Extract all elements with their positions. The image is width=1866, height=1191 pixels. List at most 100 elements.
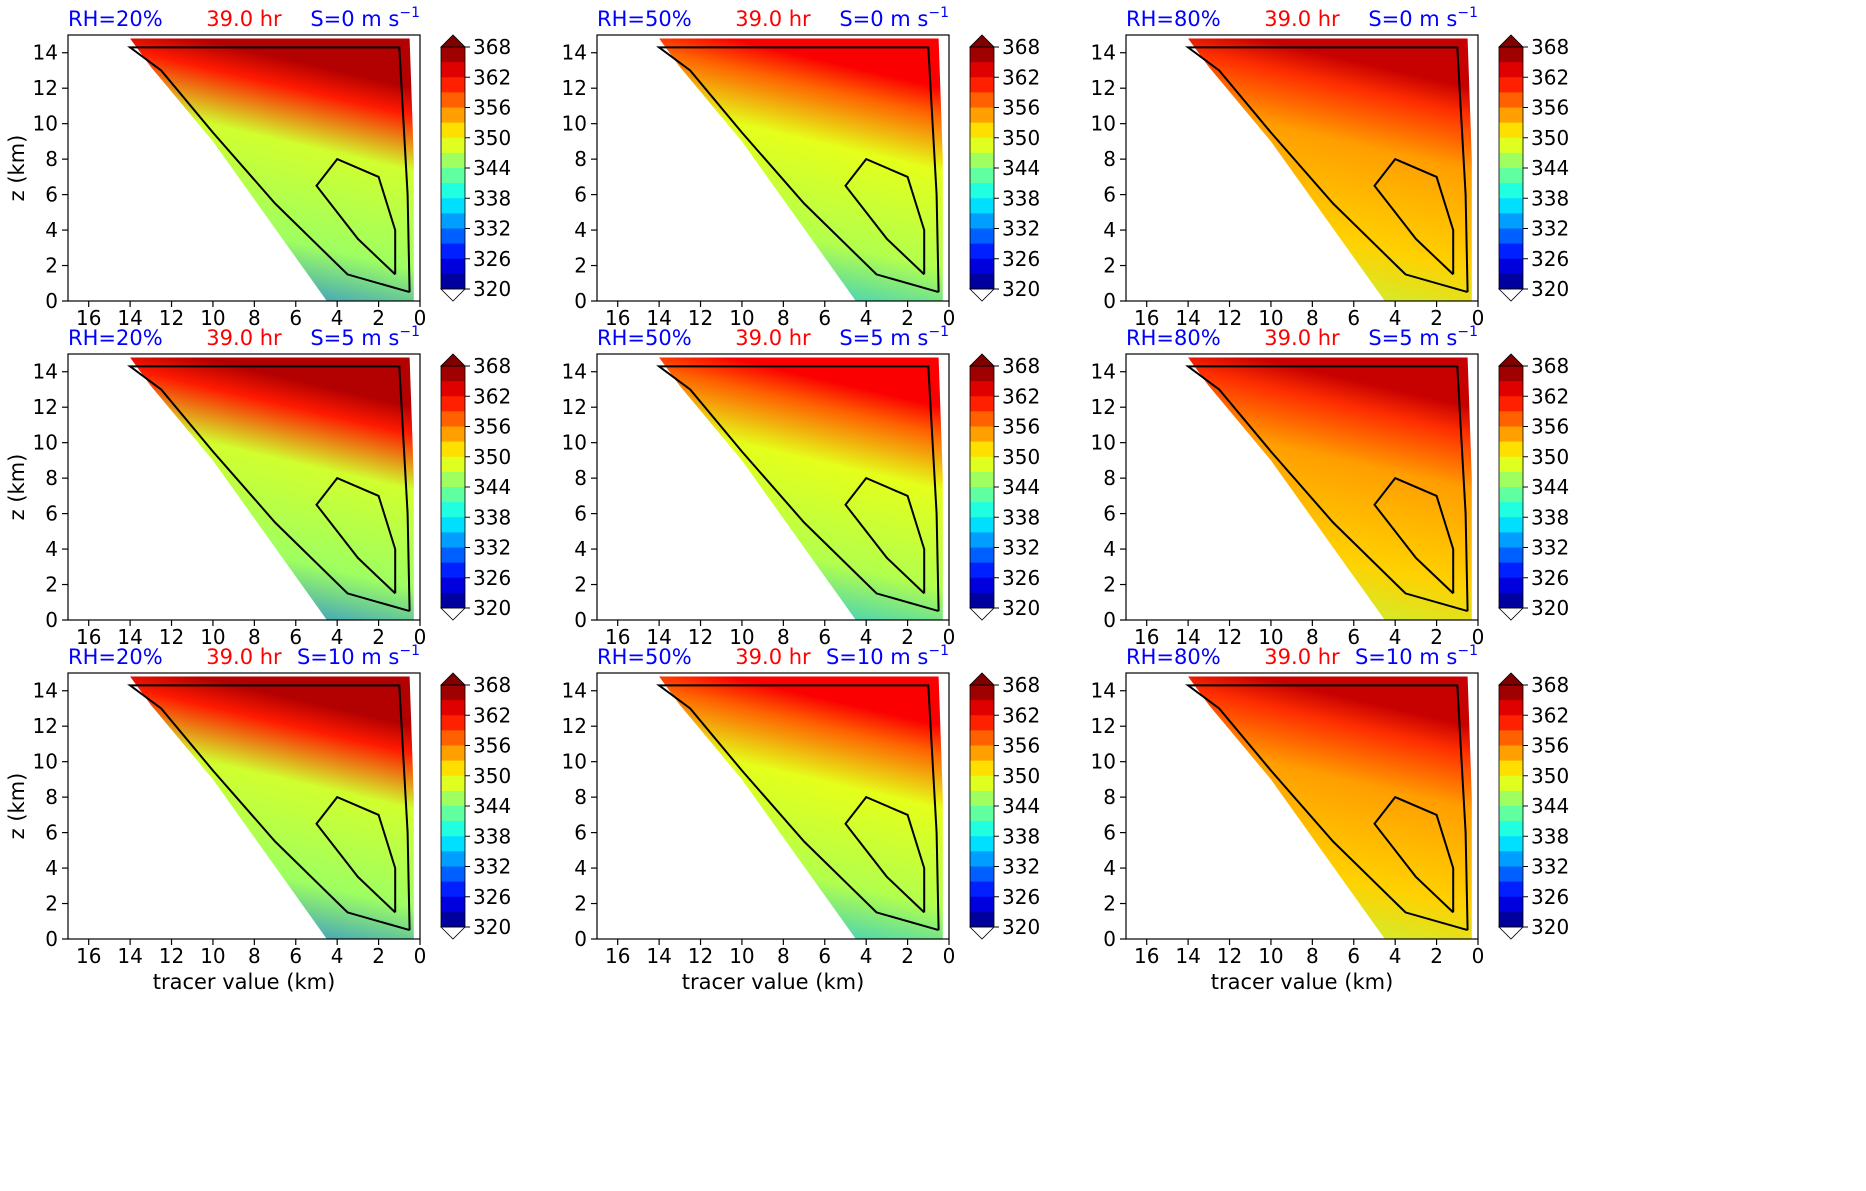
colorbar-segment	[441, 685, 465, 701]
colorbar-tick-label: 344	[473, 156, 511, 180]
x-tick-label: 12	[159, 625, 184, 649]
x-tick-label: 12	[1217, 944, 1242, 968]
colorbar-tick-label: 356	[1002, 734, 1040, 758]
colorbar-extend-min	[440, 607, 466, 621]
colorbar-segment	[1499, 137, 1523, 154]
colorbar-tick-label: 320	[1531, 915, 1569, 939]
colorbar-extend-max	[969, 353, 995, 367]
colorbar-extend-min	[440, 926, 466, 940]
x-tick-label: 16	[76, 306, 101, 330]
colorbar-segment	[441, 258, 465, 275]
colorbar-tick-label: 362	[473, 65, 511, 89]
x-tick-label: 8	[777, 625, 790, 649]
colorbar-tick-label: 338	[473, 186, 511, 210]
colorbar-extend-min	[969, 926, 995, 940]
colorbar-tick-label: 338	[1531, 505, 1569, 529]
colorbar-segment	[1499, 92, 1523, 108]
colorbar-tick-label: 338	[473, 505, 511, 529]
x-tick-label: 4	[331, 944, 344, 968]
x-tick-label: 2	[372, 306, 385, 330]
shear-label: S=5 m s−1	[1368, 324, 1478, 350]
colorbar-segment	[1499, 517, 1523, 533]
shear-label-exponent: −1	[399, 5, 420, 21]
y-tick-label: 8	[1103, 785, 1116, 809]
shear-label: S=10 m s−1	[1355, 643, 1478, 669]
colorbar-extend-max	[969, 34, 995, 48]
contour-line	[1185, 684, 1469, 932]
colorbar-segment	[970, 92, 994, 108]
colorbar-segment	[970, 107, 994, 124]
colorbar-tick-label: 326	[1531, 885, 1569, 909]
time-label: 39.0 hr	[1264, 7, 1340, 31]
y-tick-label: 2	[1103, 892, 1116, 916]
colorbar-tick-label: 362	[473, 703, 511, 727]
time-label: 39.0 hr	[1264, 645, 1340, 669]
colorbar-tick-label: 332	[1002, 855, 1040, 879]
colorbar-segment	[441, 821, 465, 837]
x-tick-label: 0	[414, 306, 427, 330]
colorbar-segment	[1499, 700, 1523, 716]
x-tick-label: 0	[943, 944, 956, 968]
rh-label: RH=80%	[1126, 326, 1221, 350]
contour-line	[315, 476, 397, 595]
y-tick-label: 12	[562, 76, 587, 100]
colorbar-segment	[1499, 547, 1523, 564]
colorbar-tick-label: 320	[1002, 596, 1040, 620]
filled-contour-field	[659, 357, 943, 620]
colorbar-tick-label: 368	[1002, 673, 1040, 697]
y-tick-label: 10	[33, 750, 58, 774]
colorbar-tick-label: 362	[1002, 703, 1040, 727]
colorbar-tick-label: 368	[473, 35, 511, 59]
colorbar-tick-label: 356	[1002, 96, 1040, 120]
colorbar-segment	[970, 700, 994, 716]
colorbar-segment	[970, 213, 994, 229]
colorbar-segment	[441, 851, 465, 867]
subplot: 16 14 12 10 8 6 4 2 0 0 2 4 6 8 10 12 14 RH=80% 39.0 hr S=0…	[1091, 5, 1485, 330]
y-tick-label: 14	[1091, 41, 1116, 65]
filled-contour-field	[130, 38, 414, 301]
x-tick-label: 6	[1347, 306, 1360, 330]
x-tick-label: 8	[1306, 625, 1319, 649]
plot-frame	[1125, 672, 1479, 940]
colorbar-segment	[441, 366, 465, 382]
colorbar-extend-max	[1498, 672, 1524, 686]
y-tick-label: 8	[1103, 466, 1116, 490]
colorbar-segment	[441, 411, 465, 427]
colorbar-segment	[1499, 685, 1523, 701]
colorbar-segment	[970, 471, 994, 488]
y-tick-label: 12	[1091, 714, 1116, 738]
colorbar-segment	[1499, 426, 1523, 443]
colorbar-segment	[1499, 836, 1523, 852]
contour-line	[656, 46, 940, 294]
colorbar-extend-min	[440, 288, 466, 302]
colorbar-tick-label: 326	[473, 247, 511, 271]
plot-frame	[67, 34, 421, 302]
colorbar-tick-label: 344	[473, 794, 511, 818]
colorbar-extend-min	[1498, 926, 1524, 940]
plot-frame	[596, 353, 950, 621]
colorbar: 368 362 356 350 344 338 332 326 320	[440, 672, 511, 940]
colorbar: 368 362 356 350 344 338 332 326 320	[440, 353, 511, 621]
shear-label-exponent: −1	[1457, 643, 1478, 659]
contour-line	[1185, 365, 1469, 613]
y-tick-label: 12	[33, 395, 58, 419]
colorbar-segment	[441, 775, 465, 792]
colorbar-segment	[970, 137, 994, 154]
rh-label: RH=80%	[1126, 645, 1221, 669]
y-tick-label: 14	[1091, 360, 1116, 384]
colorbar-extend-max	[1498, 353, 1524, 367]
colorbar-tick-label: 368	[1531, 35, 1569, 59]
y-tick-label: 2	[574, 254, 587, 278]
colorbar-segment	[970, 911, 994, 928]
colorbar-segment	[970, 183, 994, 199]
x-tick-label: 10	[729, 944, 754, 968]
colorbar-segment	[1499, 62, 1523, 78]
colorbar-segment	[441, 577, 465, 594]
colorbar-segment	[1499, 896, 1523, 913]
y-tick-label: 0	[574, 289, 587, 313]
x-tick-label: 2	[1430, 625, 1443, 649]
colorbar-tick-label: 326	[1002, 885, 1040, 909]
y-tick-label: 6	[45, 502, 58, 526]
y-tick-label: 10	[1091, 112, 1116, 136]
colorbar-segment	[1499, 775, 1523, 792]
